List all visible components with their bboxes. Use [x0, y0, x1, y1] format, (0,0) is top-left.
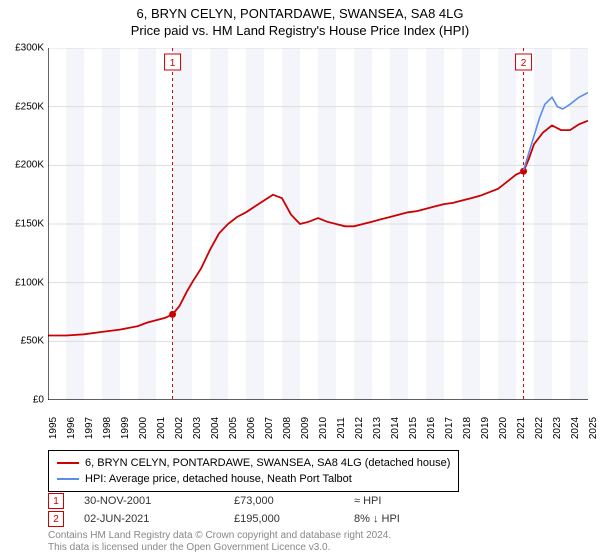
chart-plot: 12 [48, 48, 588, 400]
x-tick-label: 2018 [462, 417, 473, 439]
x-tick-label: 1996 [66, 417, 77, 439]
y-tick-label: £300K [15, 43, 44, 54]
x-tick-label: 2019 [480, 417, 491, 439]
chart-title-line2: Price paid vs. HM Land Registry's House … [0, 23, 600, 38]
x-tick-label: 2013 [372, 417, 383, 439]
x-tick-label: 1999 [120, 417, 131, 439]
marker-date: 02-JUN-2021 [84, 513, 234, 525]
legend-swatch [57, 478, 79, 480]
svg-text:1: 1 [170, 58, 176, 69]
x-tick-label: 2005 [228, 417, 239, 439]
svg-text:2: 2 [521, 58, 527, 69]
x-tick-label: 2000 [138, 417, 149, 439]
x-tick-label: 2003 [192, 417, 203, 439]
y-tick-label: £200K [15, 160, 44, 171]
y-tick-label: £50K [21, 336, 44, 347]
x-tick-label: 2015 [408, 417, 419, 439]
legend: 6, BRYN CELYN, PONTARDAWE, SWANSEA, SA8 … [48, 450, 459, 492]
x-tick-label: 2021 [516, 417, 527, 439]
x-tick-label: 2016 [426, 417, 437, 439]
x-tick-label: 2001 [156, 417, 167, 439]
x-tick-label: 2012 [354, 417, 365, 439]
x-tick-label: 2014 [390, 417, 401, 439]
x-tick-label: 2011 [336, 417, 347, 439]
x-tick-label: 2020 [498, 417, 509, 439]
footer-attribution: Contains HM Land Registry data © Crown c… [48, 530, 391, 554]
marker-date: 30-NOV-2001 [84, 495, 234, 507]
x-tick-label: 2007 [264, 417, 275, 439]
x-tick-label: 2022 [534, 417, 545, 439]
footer-line1: Contains HM Land Registry data © Crown c… [48, 530, 391, 542]
x-tick-label: 2004 [210, 417, 221, 439]
y-tick-label: £100K [15, 277, 44, 288]
chart-title-line1: 6, BRYN CELYN, PONTARDAWE, SWANSEA, SA8 … [0, 6, 600, 21]
marker-badge: 2 [48, 511, 64, 527]
x-tick-label: 1995 [48, 417, 59, 439]
legend-label: 6, BRYN CELYN, PONTARDAWE, SWANSEA, SA8 … [85, 455, 450, 471]
marker-row: 1 30-NOV-2001£73,000≈ HPI [48, 492, 474, 510]
marker-row: 2 02-JUN-2021£195,0008% ↓ HPI [48, 510, 474, 528]
legend-swatch [57, 462, 79, 464]
y-tick-label: £150K [15, 219, 44, 230]
x-tick-label: 2017 [444, 417, 455, 439]
legend-label: HPI: Average price, detached house, Neat… [85, 471, 352, 487]
x-tick-label: 2010 [318, 417, 329, 439]
y-axis: £0£50K£100K£150K£200K£250K£300K [0, 48, 48, 400]
x-tick-label: 2002 [174, 417, 185, 439]
y-tick-label: £0 [33, 395, 44, 406]
marker-delta: ≈ HPI [354, 495, 474, 507]
x-tick-label: 1998 [102, 417, 113, 439]
marker-delta: 8% ↓ HPI [354, 513, 474, 525]
marker-price: £195,000 [234, 513, 354, 525]
y-tick-label: £250K [15, 101, 44, 112]
x-tick-label: 2008 [282, 417, 293, 439]
footer-line2: This data is licensed under the Open Gov… [48, 542, 391, 554]
x-tick-label: 2023 [552, 417, 563, 439]
marker-table: 1 30-NOV-2001£73,000≈ HPI 2 02-JUN-2021£195… [48, 492, 474, 528]
x-tick-label: 2006 [246, 417, 257, 439]
x-axis: 1995 1996 1997 1998 1999 2000 2001 2002 2003 2004… [48, 400, 588, 448]
x-tick-label: 2025 [588, 417, 599, 439]
marker-badge: 1 [48, 493, 64, 509]
x-tick-label: 2009 [300, 417, 311, 439]
marker-price: £73,000 [234, 495, 354, 507]
legend-row: 6, BRYN CELYN, PONTARDAWE, SWANSEA, SA8 … [57, 455, 450, 471]
legend-row: HPI: Average price, detached house, Neat… [57, 471, 450, 487]
x-tick-label: 1997 [84, 417, 95, 439]
x-tick-label: 2024 [570, 417, 581, 439]
